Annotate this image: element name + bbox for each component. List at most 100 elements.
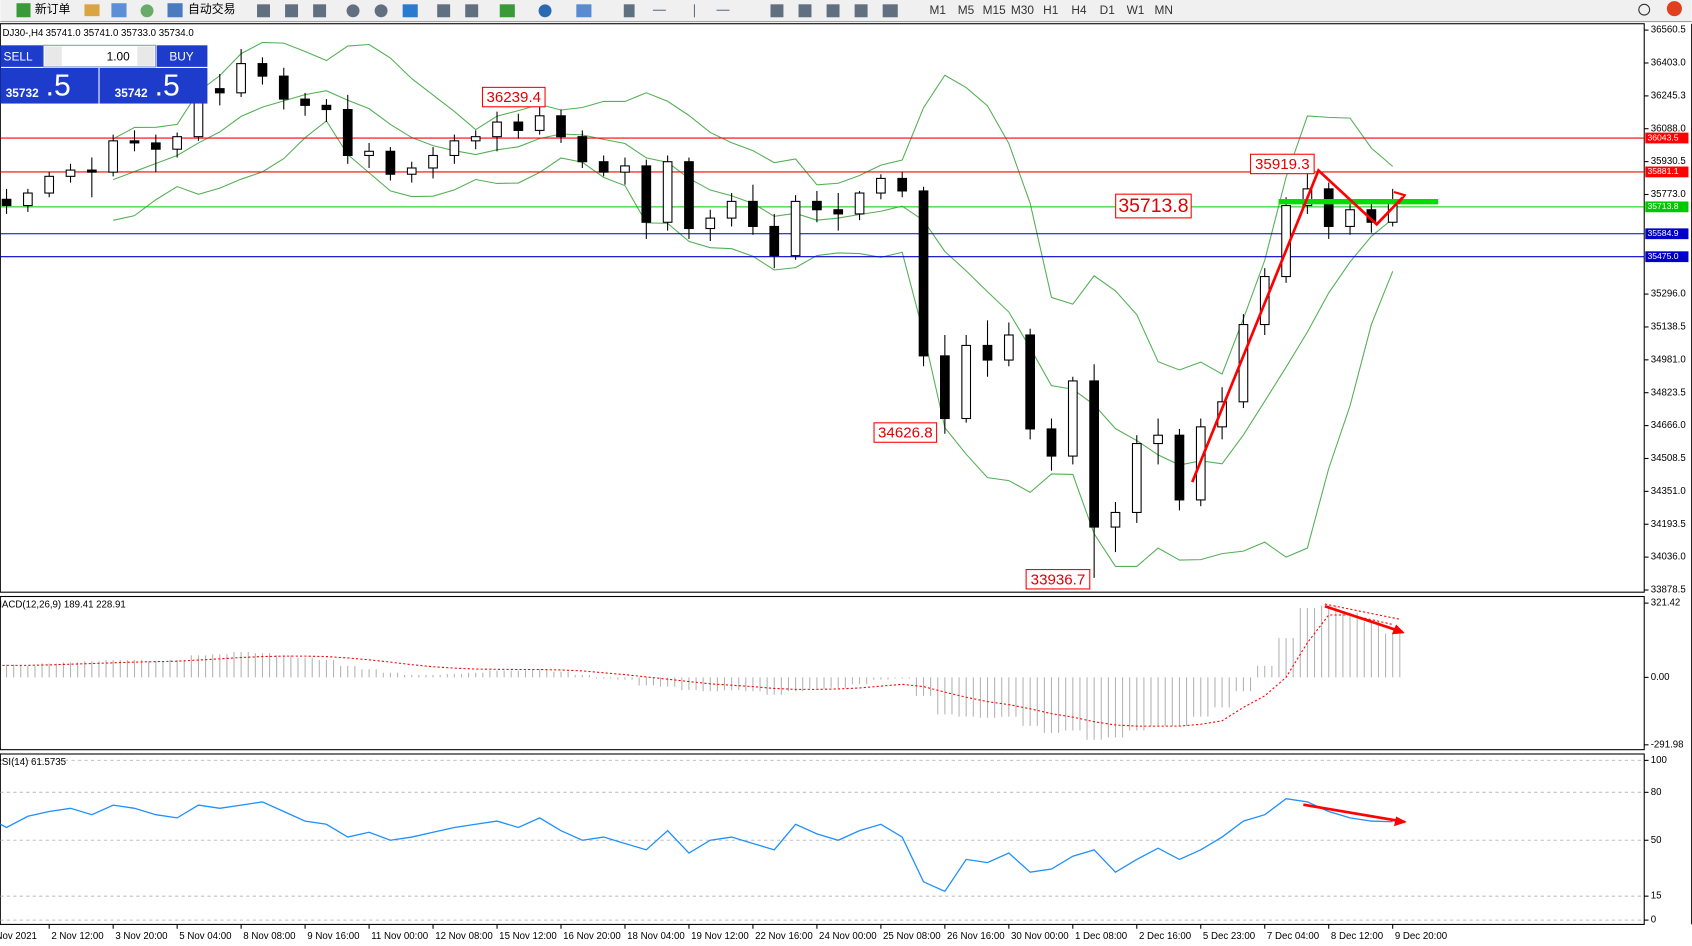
timeframe-button[interactable]: M15 [983,3,1006,17]
candle-body [428,154,438,169]
bid-fraction: .5 [46,69,71,102]
toolbar-icon[interactable] [437,4,451,18]
candle-body [876,177,886,194]
candle-body [1089,380,1099,528]
x-tick-label: 2 Dec 16:00 [1139,931,1192,942]
macd-drawings [1324,603,1405,635]
timeframe-button[interactable]: D1 [1100,3,1116,17]
new-order-button[interactable]: 新订单 [35,2,71,16]
y-tick-label: 50 [1651,835,1662,846]
timeframe-button[interactable]: M5 [958,3,975,17]
candle-body [449,140,460,156]
bid-price: 35732 [6,86,39,100]
toolbar-icon[interactable] [402,4,418,18]
candle-body [1217,401,1227,428]
candle-body [385,150,396,175]
notification-icon[interactable] [1666,1,1682,17]
macd-panel [0,595,1645,751]
candle-body [321,104,332,111]
candle-body [641,165,652,223]
toolbar-icons [257,1,1682,18]
timeframe-button[interactable]: H4 [1071,3,1087,17]
x-tick-label: 16 Nov 20:00 [563,931,621,942]
toolbar-icon[interactable] [538,4,552,18]
timeframe-button[interactable]: M30 [1011,3,1034,17]
candle-body [300,98,310,106]
search-icon[interactable] [1638,3,1651,16]
toolbar-icon[interactable] [798,4,812,18]
toolbar-icon[interactable] [716,9,730,11]
toolbar-icon[interactable] [374,4,388,18]
new-order-icon[interactable] [16,3,31,18]
timeframe-button[interactable]: MN [1155,3,1173,17]
toolbar-icon[interactable] [313,4,327,18]
drawn-trend[interactable] [1324,604,1404,634]
candle-body [1110,511,1121,528]
drawn-arrowhead[interactable] [1393,816,1407,827]
drawn-trend[interactable] [1191,168,1404,483]
timeframe-button[interactable]: H1 [1043,3,1059,17]
drawing-objects [1191,168,1439,483]
price-annotation-box [1025,569,1091,590]
toolbar-icon[interactable] [465,4,479,18]
price-level-label: 35881.1 [1647,166,1678,176]
candle-body [342,108,353,156]
x-tick-label: 2 Nov 12:00 [51,931,104,942]
auto-trading-icon[interactable] [167,3,183,18]
ask-box[interactable] [99,67,208,104]
drawn-arrowhead[interactable] [1391,624,1405,635]
price-annotation: 33936.7 [1031,571,1086,588]
lots-input[interactable] [42,44,157,68]
y-tick-label: 34193.5 [1651,519,1686,530]
x-tick-label: 8 Nov 08:00 [243,931,296,942]
toolbar-icon[interactable] [652,9,666,11]
timeframe-button[interactable]: W1 [1127,3,1145,17]
price-level-tag [1645,132,1689,144]
candle-body [534,115,545,131]
buy-label[interactable]: BUY [169,49,193,63]
toolbar-icon[interactable] [285,4,299,18]
auto-trading-button[interactable]: 自动交易 [188,2,235,16]
toolbar-icon[interactable] [499,4,515,18]
x-tick-label: 18 Nov 04:00 [627,931,685,942]
sell-button[interactable] [0,45,44,67]
y-tick-label: 34823.5 [1651,387,1686,398]
buy-button[interactable] [156,45,208,67]
macd-plot [0,605,1401,740]
toolbar-icon[interactable] [770,4,784,18]
bid-box[interactable] [0,67,99,104]
timeframe-button[interactable]: M1 [929,3,946,17]
toolbar-icon[interactable] [84,4,100,17]
y-tick-label: 33878.5 [1651,585,1686,596]
ask-fraction: .5 [155,69,180,102]
lots-up[interactable] [137,46,155,66]
toolbar-icon[interactable] [623,4,635,18]
x-tick-label: 19 Nov 12:00 [691,931,749,942]
y-tick-label: 34508.5 [1651,453,1686,464]
drawn-trend[interactable] [1303,803,1405,824]
x-tick-label: 8 Dec 12:00 [1331,931,1384,942]
toolbar-icon[interactable] [854,4,868,18]
candle-body [918,190,929,357]
toolbar-icon[interactable] [346,4,360,18]
lots-value[interactable]: 1.00 [107,49,130,63]
y-tick-label: 0 [1651,915,1657,926]
candle-body [1345,209,1355,227]
toolbar-icon[interactable] [576,4,592,18]
toolbar-icon[interactable] [693,4,695,18]
y-tick-label: 35296.0 [1651,289,1687,300]
y-tick-label: 34036.0 [1651,552,1687,563]
candle-body [748,200,758,227]
toolbar-icon[interactable] [826,4,840,18]
drawn-arrowhead[interactable] [1393,190,1407,205]
toolbar-icon[interactable] [882,4,898,18]
toolbar-icon[interactable] [111,3,127,18]
toolbar-icon[interactable] [257,4,270,18]
price-panel [0,23,1645,593]
candle-body [108,140,119,173]
lots-down[interactable] [44,46,62,66]
toolbar-icon[interactable] [140,4,154,18]
price-annotation-box [1249,153,1315,175]
candle-body [406,167,417,175]
sell-label[interactable]: SELL [4,49,33,63]
